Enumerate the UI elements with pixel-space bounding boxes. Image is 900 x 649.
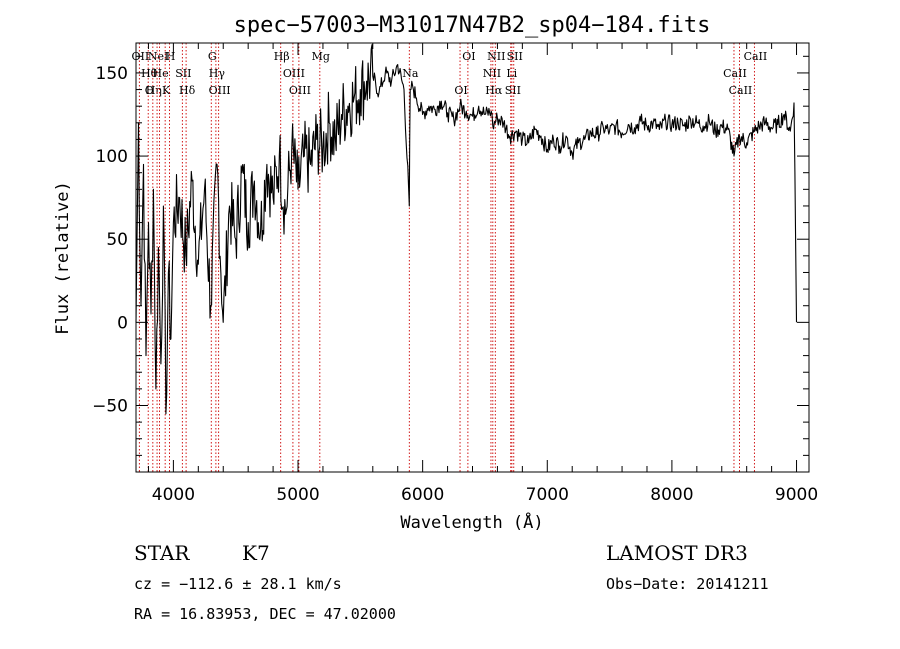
- survey-name: LAMOST DR3: [606, 541, 748, 565]
- line-marker-label: OIII: [289, 84, 311, 97]
- spectrum-line: [135, 44, 798, 415]
- observation-date: Obs−Date: 20141211: [606, 575, 769, 593]
- line-marker-label: He: [153, 67, 169, 80]
- subclass: K7: [242, 541, 270, 565]
- line-marker-label: SII: [507, 50, 523, 63]
- x-tick-label: 5000: [276, 485, 319, 505]
- line-marker-label: CaII: [723, 67, 747, 80]
- line-marker-label: Li: [506, 67, 517, 80]
- line-marker-label: NII: [487, 50, 505, 63]
- spectral-line-markers: OIIHθOHηNeIHeKHSIIHδGHγOIIIHβOIIIOIIIMgN…: [132, 43, 768, 472]
- plot-axes: 4000 5000 6000 7000 8000 9000 −50 0 50 100 150: [92, 42, 818, 505]
- line-marker-label: Hθ: [141, 67, 158, 80]
- line-marker-label: CaII: [729, 84, 753, 97]
- line-marker-label: NII: [483, 67, 501, 80]
- line-marker-label: K: [162, 84, 171, 97]
- redshift-cz: cz = −112.6 ± 28.1 km/s: [134, 575, 342, 593]
- line-marker-label: NeI: [148, 50, 168, 63]
- x-axis-label: Wavelength (Å): [400, 511, 543, 533]
- x-tick-label: 6000: [401, 485, 444, 505]
- line-marker-label: O: [145, 84, 154, 97]
- spectrum-series: [135, 44, 798, 415]
- line-marker-label: Hα: [485, 84, 503, 97]
- spectrum-info: STAR K7 LAMOST DR3 cz = −112.6 ± 28.1 km…: [134, 541, 769, 623]
- y-tick-label: −50: [92, 396, 128, 416]
- line-marker-label: Mg: [312, 50, 330, 63]
- coordinates: RA = 16.83953, DEC = 47.02000: [134, 605, 396, 623]
- y-tick-label: 50: [106, 230, 128, 250]
- line-marker-label: SII: [175, 67, 191, 80]
- y-tick-label: 0: [117, 313, 128, 333]
- line-marker-label: Hγ: [209, 67, 226, 80]
- object-class: STAR: [134, 541, 190, 565]
- y-axis-label: Flux (relative): [53, 181, 73, 335]
- line-marker-label: Hβ: [274, 50, 290, 63]
- y-tick-label: 100: [96, 147, 128, 167]
- x-tick-label: 7000: [526, 485, 569, 505]
- x-tick-label: 9000: [775, 485, 818, 505]
- line-marker-label: Hδ: [179, 84, 196, 97]
- line-marker-label: OIII: [283, 67, 305, 80]
- line-marker-label: OIII: [209, 84, 231, 97]
- chart-title: spec−57003−M31017N47B2_sp04−184.fits: [234, 13, 711, 38]
- line-marker-label: CaII: [744, 50, 768, 63]
- line-marker-label: OI: [454, 84, 467, 97]
- x-tick-label: 8000: [650, 485, 693, 505]
- x-tick-label: 4000: [152, 485, 195, 505]
- line-marker-label: H: [166, 50, 176, 63]
- line-marker-label: G: [208, 50, 217, 63]
- line-marker-label: Na: [402, 67, 419, 80]
- line-marker-label: OI: [462, 50, 475, 63]
- y-tick-label: 150: [96, 64, 128, 84]
- line-marker-label: SII: [505, 84, 521, 97]
- line-marker-label: Hη: [146, 84, 162, 97]
